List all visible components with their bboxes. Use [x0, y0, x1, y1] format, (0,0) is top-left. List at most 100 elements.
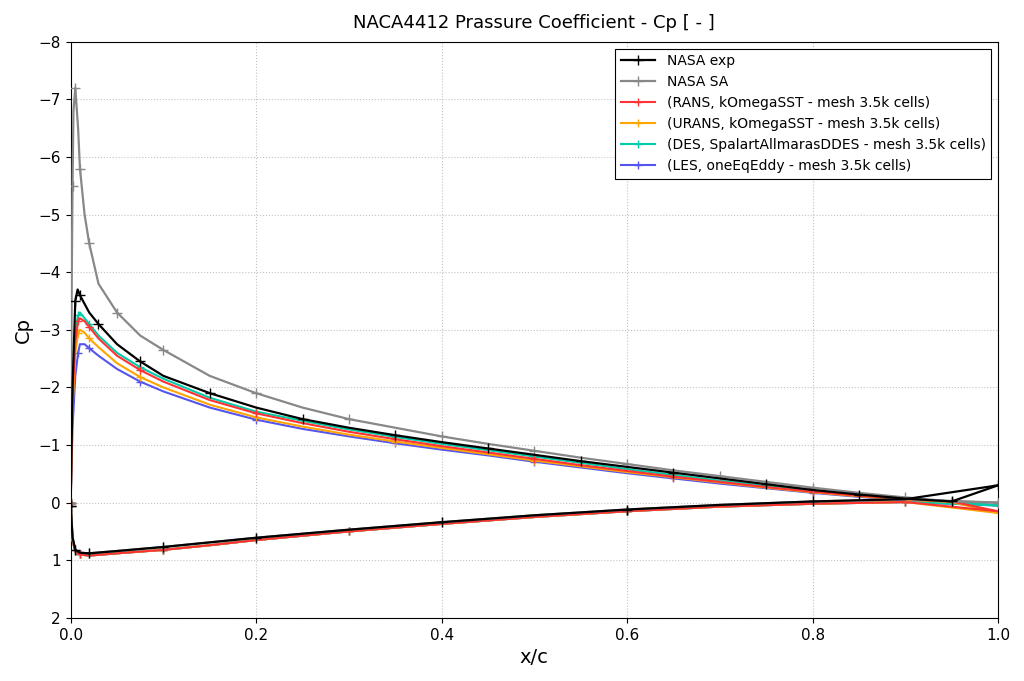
(RANS, kOmegaSST - mesh 3.5k cells) — [899, 495, 911, 503]
(LES, oneEqEddy - mesh 3.5k cells) — [134, 377, 146, 385]
(URANS, kOmegaSST - mesh 3.5k cells) — [853, 492, 865, 501]
(URANS, kOmegaSST - mesh 3.5k cells) — [945, 498, 957, 506]
(DES, SpalartAllmarasDDES - mesh 3.5k cells) — [899, 494, 911, 503]
(DES, SpalartAllmarasDDES - mesh 3.5k cells) — [435, 440, 447, 448]
Line: (DES, SpalartAllmarasDDES - mesh 3.5k cells): (DES, SpalartAllmarasDDES - mesh 3.5k ce… — [67, 308, 1002, 509]
(LES, oneEqEddy - mesh 3.5k cells) — [435, 445, 447, 454]
NASA SA — [65, 498, 77, 507]
(DES, SpalartAllmarasDDES - mesh 3.5k cells) — [134, 363, 146, 371]
(URANS, kOmegaSST - mesh 3.5k cells) — [65, 498, 77, 507]
(DES, SpalartAllmarasDDES - mesh 3.5k cells) — [528, 452, 541, 460]
NASA exp — [668, 469, 680, 477]
(RANS, kOmegaSST - mesh 3.5k cells) — [389, 435, 401, 443]
Line: (URANS, kOmegaSST - mesh 3.5k cells): (URANS, kOmegaSST - mesh 3.5k cells) — [67, 326, 1002, 517]
Line: NASA SA: NASA SA — [66, 83, 1002, 507]
Line: (LES, oneEqEddy - mesh 3.5k cells): (LES, oneEqEddy - mesh 3.5k cells) — [67, 340, 1002, 509]
NASA exp — [72, 285, 84, 294]
NASA exp — [204, 389, 216, 397]
(URANS, kOmegaSST - mesh 3.5k cells) — [158, 383, 170, 392]
(LES, oneEqEddy - mesh 3.5k cells) — [158, 387, 170, 396]
(LES, oneEqEddy - mesh 3.5k cells) — [70, 372, 82, 380]
(RANS, kOmegaSST - mesh 3.5k cells) — [760, 483, 772, 491]
(RANS, kOmegaSST - mesh 3.5k cells) — [482, 448, 495, 456]
(DES, SpalartAllmarasDDES - mesh 3.5k cells) — [714, 477, 726, 485]
NASA exp — [250, 403, 262, 411]
NASA SA — [899, 493, 911, 501]
(DES, SpalartAllmarasDDES - mesh 3.5k cells) — [296, 417, 308, 425]
(DES, SpalartAllmarasDDES - mesh 3.5k cells) — [250, 407, 262, 415]
(URANS, kOmegaSST - mesh 3.5k cells) — [714, 478, 726, 486]
(DES, SpalartAllmarasDDES - mesh 3.5k cells) — [945, 497, 957, 505]
NASA SA — [74, 164, 86, 172]
NASA exp — [74, 291, 86, 300]
NASA exp — [134, 358, 146, 366]
(RANS, kOmegaSST - mesh 3.5k cells) — [714, 478, 726, 486]
NASA exp — [482, 445, 495, 453]
NASA SA — [528, 447, 541, 455]
NASA exp — [296, 415, 308, 423]
(URANS, kOmegaSST - mesh 3.5k cells) — [74, 326, 86, 334]
(LES, oneEqEddy - mesh 3.5k cells) — [945, 498, 957, 506]
NASA SA — [250, 389, 262, 397]
NASA SA — [158, 346, 170, 354]
NASA SA — [72, 124, 84, 132]
(LES, oneEqEddy - mesh 3.5k cells) — [482, 452, 495, 460]
(LES, oneEqEddy - mesh 3.5k cells) — [528, 458, 541, 466]
NASA exp — [65, 501, 77, 509]
(RANS, kOmegaSST - mesh 3.5k cells) — [204, 396, 216, 404]
NASA exp — [343, 424, 355, 432]
(RANS, kOmegaSST - mesh 3.5k cells) — [435, 442, 447, 450]
(DES, SpalartAllmarasDDES - mesh 3.5k cells) — [343, 426, 355, 434]
(DES, SpalartAllmarasDDES - mesh 3.5k cells) — [807, 487, 819, 495]
(URANS, kOmegaSST - mesh 3.5k cells) — [992, 509, 1005, 517]
(LES, oneEqEddy - mesh 3.5k cells) — [621, 469, 633, 477]
(LES, oneEqEddy - mesh 3.5k cells) — [65, 498, 77, 507]
(DES, SpalartAllmarasDDES - mesh 3.5k cells) — [92, 332, 104, 340]
(RANS, kOmegaSST - mesh 3.5k cells) — [945, 497, 957, 505]
NASA exp — [621, 463, 633, 471]
NASA exp — [83, 308, 95, 317]
(URANS, kOmegaSST - mesh 3.5k cells) — [389, 437, 401, 445]
NASA SA — [389, 424, 401, 432]
NASA exp — [945, 497, 957, 505]
(LES, oneEqEddy - mesh 3.5k cells) — [92, 351, 104, 360]
(RANS, kOmegaSST - mesh 3.5k cells) — [92, 334, 104, 343]
(DES, SpalartAllmarasDDES - mesh 3.5k cells) — [111, 349, 123, 357]
NASA exp — [528, 451, 541, 459]
NASA SA — [807, 484, 819, 492]
(RANS, kOmegaSST - mesh 3.5k cells) — [65, 498, 77, 507]
(LES, oneEqEddy - mesh 3.5k cells) — [714, 479, 726, 488]
(RANS, kOmegaSST - mesh 3.5k cells) — [853, 492, 865, 500]
(DES, SpalartAllmarasDDES - mesh 3.5k cells) — [621, 465, 633, 473]
(URANS, kOmegaSST - mesh 3.5k cells) — [899, 496, 911, 504]
(LES, oneEqEddy - mesh 3.5k cells) — [111, 365, 123, 373]
(DES, SpalartAllmarasDDES - mesh 3.5k cells) — [79, 314, 91, 322]
(LES, oneEqEddy - mesh 3.5k cells) — [79, 340, 91, 348]
(DES, SpalartAllmarasDDES - mesh 3.5k cells) — [992, 501, 1005, 509]
Legend: NASA exp, NASA SA, (RANS, kOmegaSST - mesh 3.5k cells), (URANS, kOmegaSST - mesh: NASA exp, NASA SA, (RANS, kOmegaSST - me… — [615, 49, 991, 178]
NASA SA — [482, 440, 495, 448]
(URANS, kOmegaSST - mesh 3.5k cells) — [204, 400, 216, 409]
NASA SA — [66, 297, 78, 305]
(RANS, kOmegaSST - mesh 3.5k cells) — [83, 323, 95, 331]
(LES, oneEqEddy - mesh 3.5k cells) — [83, 344, 95, 352]
NASA exp — [992, 481, 1005, 490]
(RANS, kOmegaSST - mesh 3.5k cells) — [296, 419, 308, 427]
NASA SA — [435, 432, 447, 441]
(LES, oneEqEddy - mesh 3.5k cells) — [899, 496, 911, 505]
(DES, SpalartAllmarasDDES - mesh 3.5k cells) — [482, 446, 495, 454]
NASA exp — [92, 320, 104, 328]
(LES, oneEqEddy - mesh 3.5k cells) — [992, 501, 1005, 509]
NASA SA — [83, 239, 95, 247]
NASA exp — [899, 494, 911, 503]
NASA exp — [574, 457, 587, 465]
(LES, oneEqEddy - mesh 3.5k cells) — [296, 425, 308, 433]
(DES, SpalartAllmarasDDES - mesh 3.5k cells) — [72, 311, 84, 319]
(LES, oneEqEddy - mesh 3.5k cells) — [389, 439, 401, 447]
(DES, SpalartAllmarasDDES - mesh 3.5k cells) — [389, 433, 401, 441]
NASA exp — [435, 438, 447, 446]
(URANS, kOmegaSST - mesh 3.5k cells) — [296, 422, 308, 430]
NASA SA — [992, 498, 1005, 507]
(RANS, kOmegaSST - mesh 3.5k cells) — [250, 409, 262, 417]
NASA SA — [296, 403, 308, 411]
